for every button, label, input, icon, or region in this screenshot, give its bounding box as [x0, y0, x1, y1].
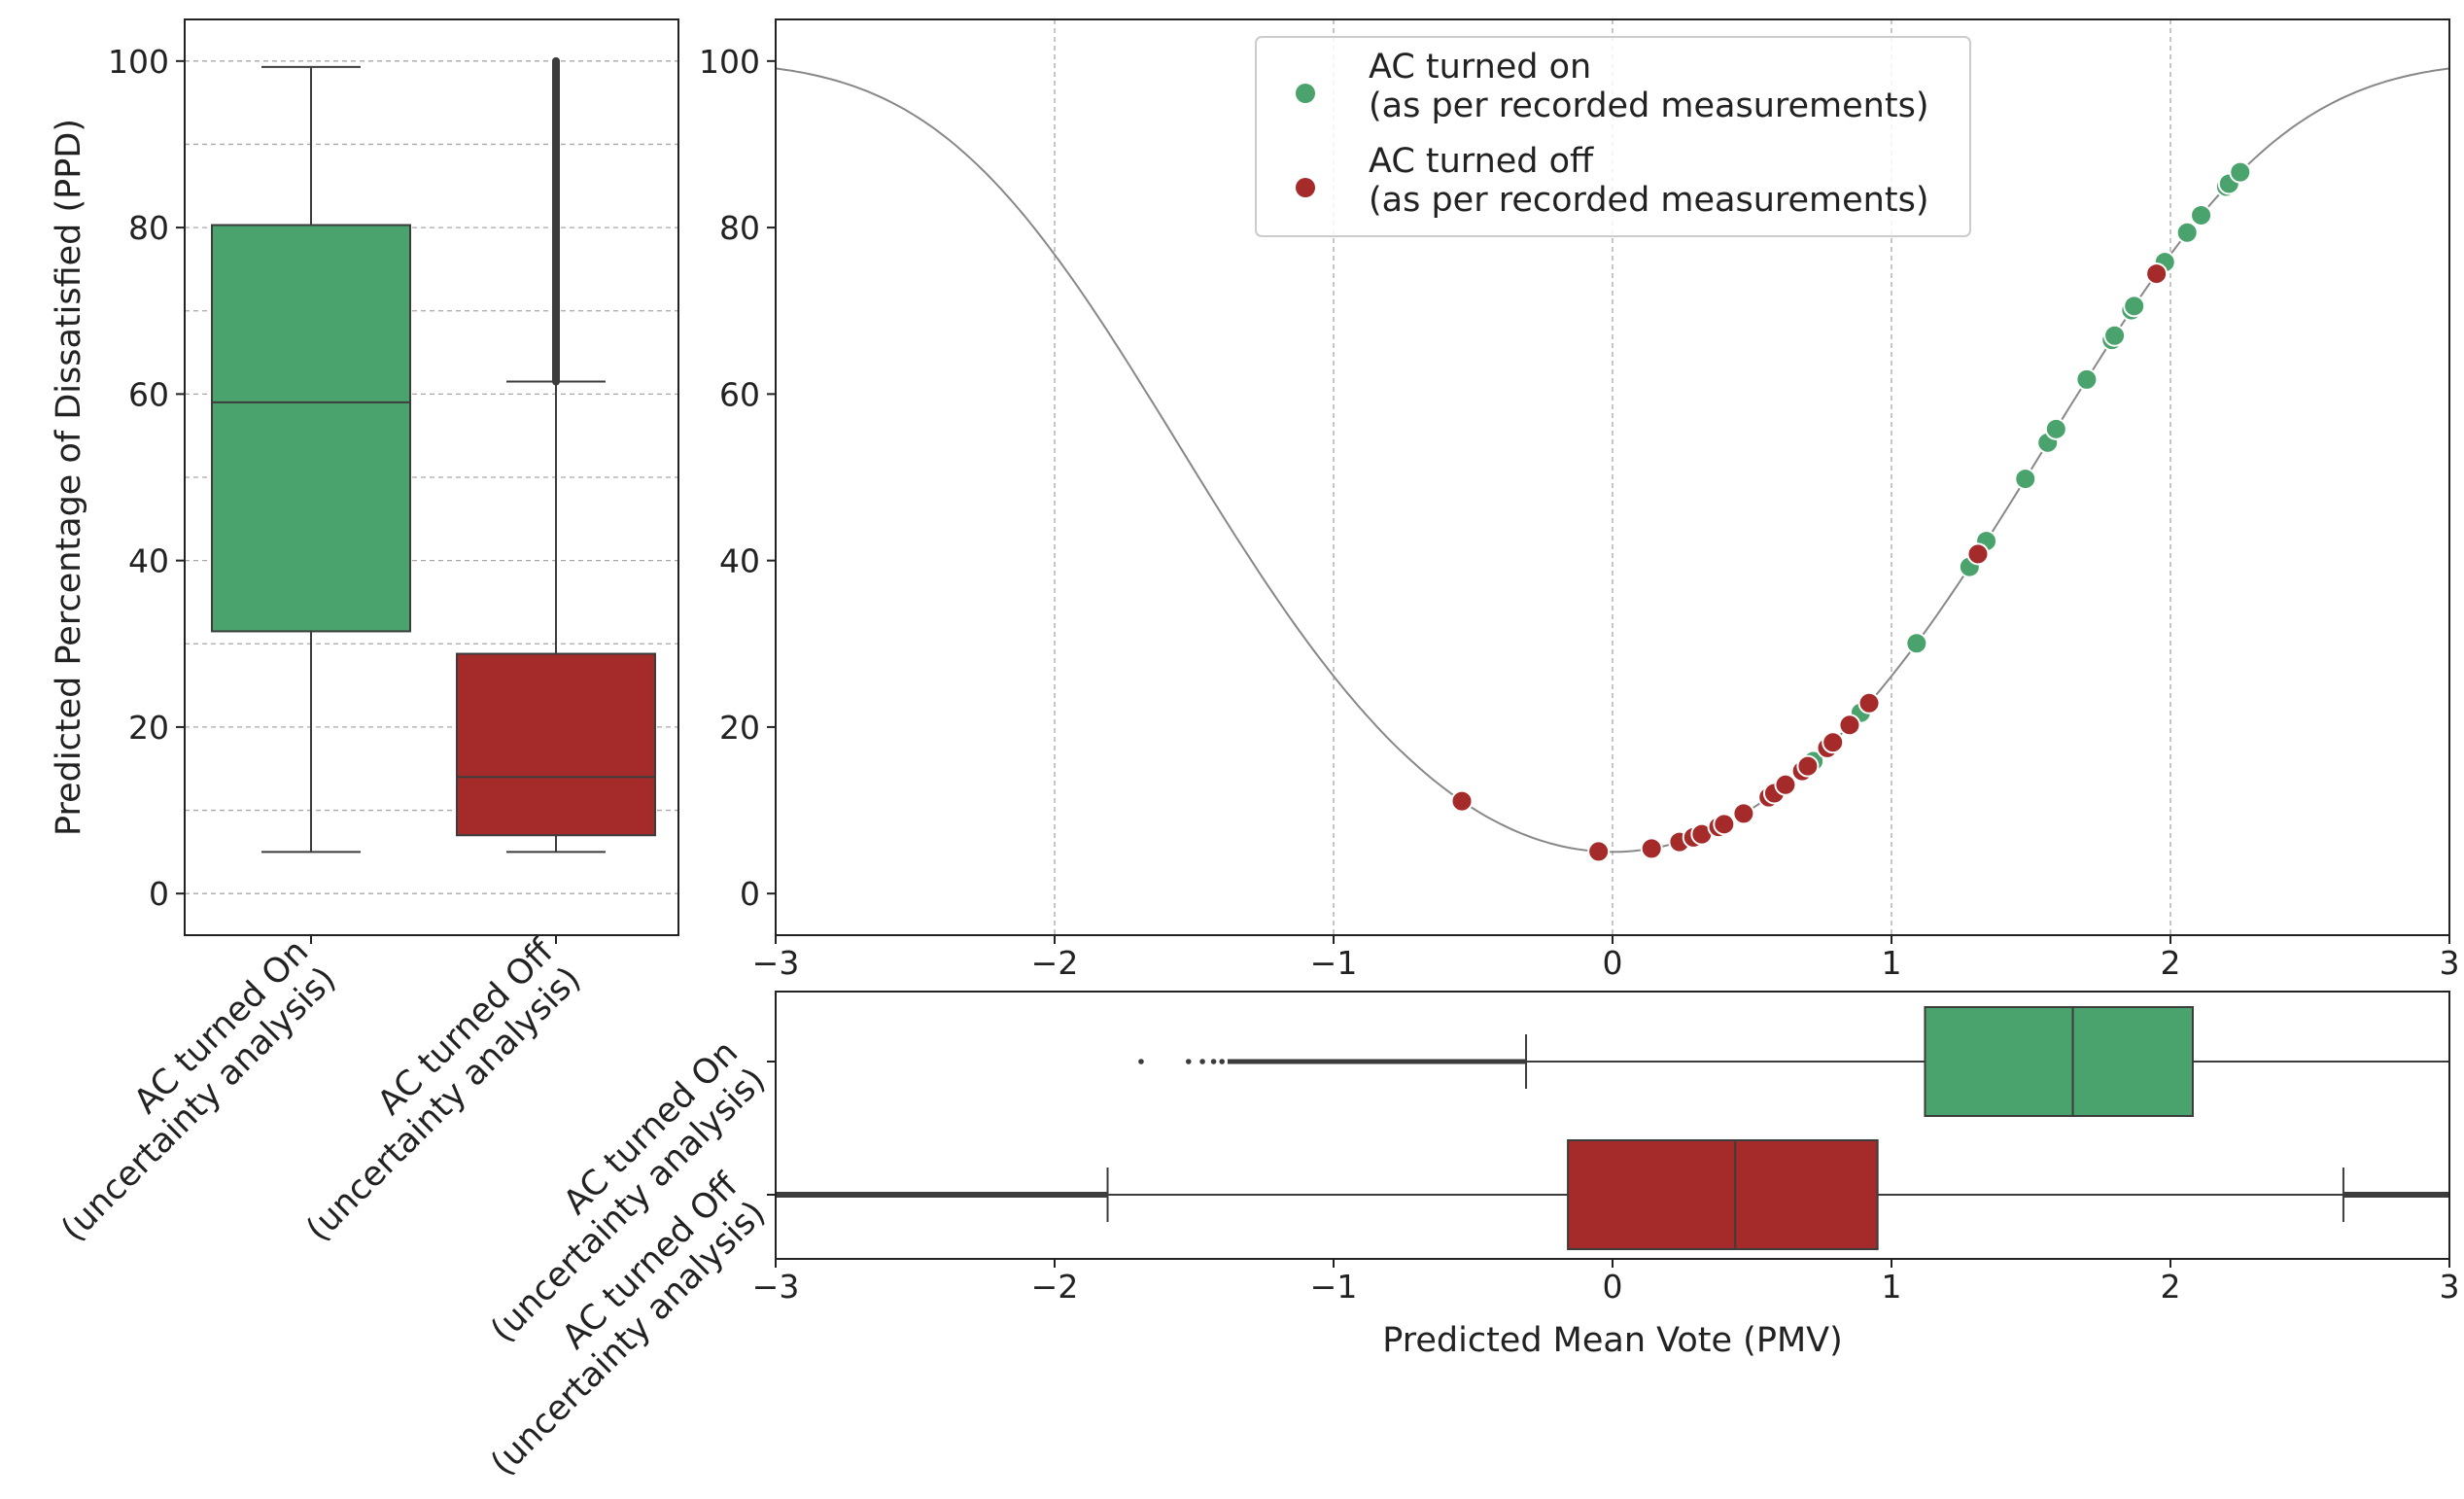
legend-marker-ac-off: [1296, 178, 1315, 197]
pmv-box-on: [1924, 1006, 2194, 1117]
ppd-y-tick-label: 60: [128, 375, 169, 413]
ppd-axis-title: Predicted Percentage of Dissatisfied (PP…: [50, 119, 88, 836]
ppd-boxplot-frame: [184, 18, 679, 936]
legend-label-ac-off-line2: (as per recorded measurements): [1369, 181, 1928, 220]
pmv-x-tick-label: −1: [1310, 1268, 1358, 1306]
point-ac-off: [1640, 837, 1663, 860]
pmv-x-tick-label: −3: [752, 1268, 800, 1306]
point-ac-off: [1838, 714, 1861, 737]
pmv-boxplot-y-ticks: AC turned On(uncertainty analysis)AC tur…: [484, 1033, 776, 1483]
point-ac-off: [1713, 813, 1736, 836]
point-ac-off: [2145, 262, 2169, 286]
point-ac-on: [2229, 160, 2252, 184]
pmv-category-label-line: (uncertainty analysis): [484, 1194, 774, 1483]
pmv-outlier-point: [1138, 1059, 1144, 1064]
pmv-boxplot-boxes: [776, 1006, 2449, 1250]
pmv-x-tick-label: 1: [1882, 1268, 1902, 1306]
scatter-y-tick-label: 40: [719, 542, 760, 580]
point-ac-on: [2123, 295, 2146, 318]
point-ac-off: [1450, 789, 1474, 813]
scatter-points: [1450, 160, 2252, 863]
pmv-outlier-point: [1210, 1059, 1217, 1064]
point-ac-off: [1774, 773, 1797, 796]
scatter-x-tick-label: −1: [1310, 944, 1358, 982]
pmv-x-tick-label: −2: [1031, 1268, 1079, 1306]
ppd-y-tick-label: 40: [128, 542, 169, 580]
scatter-x-tick-label: −2: [1031, 944, 1079, 982]
legend-label-ac-off-line1: AC turned off: [1369, 142, 1594, 181]
scatter-x-tick-label: 2: [2161, 944, 2181, 982]
point-ac-off: [1732, 802, 1755, 825]
pmv-ppd-scatter-panel: 0 20 40 60 80 100 −3 −2 −1 0 1 2 3 AC turned on (as…: [699, 18, 2460, 982]
point-ac-on: [1905, 632, 1928, 655]
pmv-outlier-point: [1199, 1059, 1205, 1064]
scatter-y-tick-label: 20: [719, 709, 760, 747]
legend-label-ac-on-line2: (as per recorded measurements): [1369, 87, 1928, 125]
ppd-boxplot-panel: 0 20 40 60 80 100 AC turned On(uncertainty an…: [26, 18, 679, 1249]
point-ac-on: [2190, 203, 2213, 227]
pmv-outlier-point: [1219, 1059, 1225, 1064]
point-ac-on: [2014, 468, 2037, 491]
pmv-x-tick-label: 2: [2161, 1268, 2181, 1306]
scatter-y-tick-label: 80: [719, 209, 760, 247]
scatter-x-tick-label: 1: [1882, 944, 1902, 982]
point-ac-on: [2075, 367, 2099, 391]
scatter-y-ticks: 0 20 40 60 80 100: [699, 43, 776, 913]
point-ac-off: [1822, 731, 1845, 754]
ppd-y-tick-label: 80: [128, 209, 169, 247]
point-ac-off: [1857, 691, 1881, 715]
scatter-legend: AC turned on (as per recorded measuremen…: [1255, 36, 1971, 237]
scatter-y-tick-label: 0: [740, 875, 760, 913]
pmv-outlier-point: [1185, 1059, 1192, 1064]
ppd-category-label: AC turned On(uncertainty analysis): [26, 932, 343, 1249]
point-ac-on: [2175, 221, 2199, 244]
pmv-x-tick-label: 0: [1603, 1268, 1623, 1306]
ppd-boxplot-y-ticks: 0 20 40 60 80 100: [108, 43, 185, 913]
pmv-axis-title: Predicted Mean Vote (PMV): [1382, 1321, 1843, 1360]
pmv-box-off: [1567, 1139, 1879, 1250]
scatter-x-tick-label: 3: [2440, 944, 2460, 982]
point-ac-off: [1966, 542, 1990, 566]
ppd-category-label-line: (uncertainty analysis): [299, 959, 589, 1249]
pmv-boxplot-panel: AC turned On(uncertainty analysis)AC tur…: [484, 991, 2460, 1483]
point-ac-on: [2103, 324, 2127, 347]
ppd-box-on: [211, 224, 411, 633]
ppd-category-label-line: (uncertainty analysis): [54, 959, 344, 1249]
point-ac-off: [1796, 754, 1820, 778]
scatter-x-tick-label: 0: [1603, 944, 1623, 982]
pmv-x-tick-label: 3: [2440, 1268, 2460, 1306]
ppd-boxplot-x-ticks: AC turned On(uncertainty analysis) AC tur…: [26, 931, 589, 1249]
scatter-x-ticks: −3 −2 −1 0 1 2 3: [752, 935, 2460, 982]
legend-frame: [1255, 36, 1971, 237]
scatter-x-tick-label: −3: [752, 944, 800, 982]
scatter-y-tick-label: 100: [699, 43, 760, 81]
legend-label-ac-on-line1: AC turned on: [1369, 48, 1591, 87]
point-ac-on: [2044, 417, 2067, 440]
point-ac-off: [1587, 840, 1611, 863]
ppd-y-tick-label: 0: [149, 875, 169, 913]
pmv-boxplot-x-ticks: −3 −2 −1 0 1 2 3: [752, 1259, 2460, 1306]
ppd-box-off: [456, 652, 656, 837]
ppd-boxplot-boxes: [211, 56, 656, 854]
legend-marker-ac-on: [1296, 84, 1315, 103]
ppd-y-tick-label: 100: [108, 43, 169, 81]
scatter-y-tick-label: 60: [719, 375, 760, 413]
ppd-y-tick-label: 20: [128, 709, 169, 747]
